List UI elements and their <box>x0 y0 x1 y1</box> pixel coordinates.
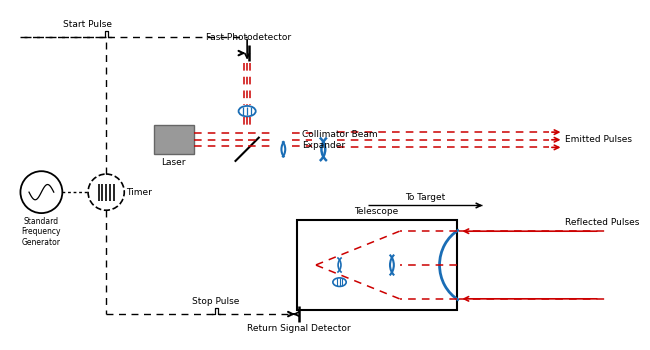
Text: Start Pulse: Start Pulse <box>62 20 112 29</box>
Bar <box>154 125 194 154</box>
Text: Emitted Pulses: Emitted Pulses <box>566 135 632 144</box>
Text: To Target: To Target <box>405 193 445 202</box>
Text: Telescope: Telescope <box>354 207 399 216</box>
Text: Return Signal Detector: Return Signal Detector <box>247 324 350 332</box>
Text: Stop Pulse: Stop Pulse <box>192 298 239 307</box>
Text: Fast Photodetector: Fast Photodetector <box>207 33 292 42</box>
Text: Laser: Laser <box>162 158 186 167</box>
Text: Timer: Timer <box>126 188 152 197</box>
Text: Reflected Pulses: Reflected Pulses <box>566 218 640 228</box>
Text: Collimator Beam
Expander: Collimator Beam Expander <box>302 130 378 150</box>
Bar <box>296 220 457 310</box>
Text: Standard
Frequency
Generator: Standard Frequency Generator <box>21 217 61 247</box>
